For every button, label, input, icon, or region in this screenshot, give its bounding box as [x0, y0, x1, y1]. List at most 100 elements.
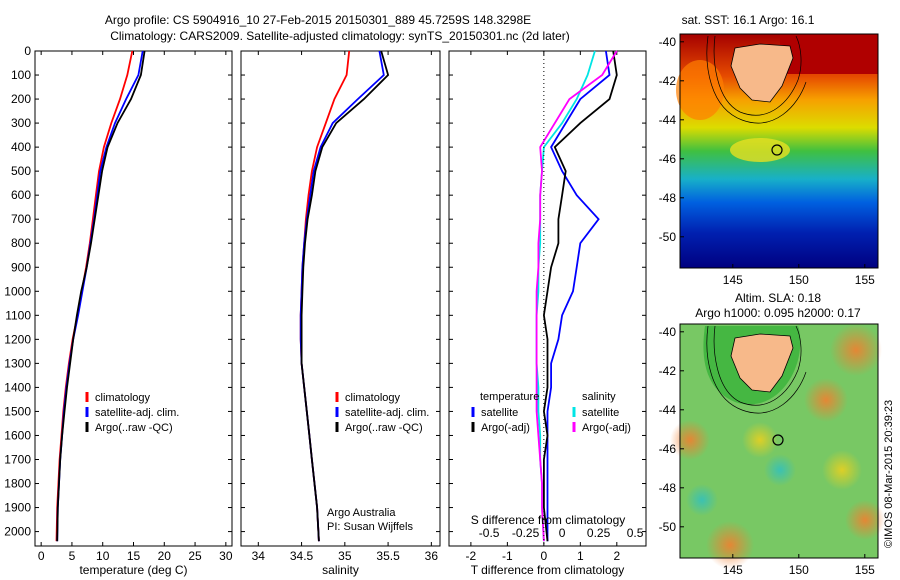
sst-map-frame [679, 33, 879, 269]
x-tick-label: 155 [855, 563, 875, 577]
y-tick-label: 1400 [4, 380, 31, 394]
y-tick-label: -50 [659, 230, 677, 244]
legend-entry: satellite-adj. clim. [345, 407, 429, 419]
sla-warm-blob [670, 420, 710, 460]
float-marker [771, 144, 783, 156]
y-tick-label: -44 [659, 403, 677, 417]
y-tick-label: 1700 [4, 452, 31, 466]
y-tick-label: 600 [11, 188, 31, 202]
y-tick-label: -50 [659, 520, 677, 534]
y-tick-label: 400 [11, 140, 31, 154]
x-tick-label: 35 [338, 549, 352, 563]
sla-map-frame [679, 323, 879, 559]
legend-entry: satellite-adj. clim. [95, 407, 179, 419]
y-tick-label: 1800 [4, 477, 31, 491]
y-tick-label: 1000 [4, 284, 31, 298]
sla-map-panel: Altim. SLA: 0.18 Argo h1000: 0.095 h2000… [659, 291, 885, 577]
y-tick-label: 0 [24, 44, 31, 58]
x-axis-label: temperature (deg C) [79, 563, 187, 577]
sla-yellow-blob [822, 450, 862, 490]
y-tick-label: 1600 [4, 428, 31, 442]
bathymetry-contour [706, 35, 807, 124]
legend-entry: Argo(-adj) [481, 422, 530, 434]
y-tick-label: 1100 [5, 308, 31, 322]
y-tick-label: 900 [11, 260, 31, 274]
legend-entry: climatology [95, 392, 151, 404]
y-tick-label: 1500 [4, 404, 31, 418]
y-tick-label: 1900 [4, 501, 31, 515]
y-tick-label: 500 [11, 164, 31, 178]
y-tick-label: 300 [11, 116, 31, 130]
sla-cyan-blob [764, 454, 796, 486]
y-tick-label: 800 [11, 236, 31, 250]
top-tick-label: -0.5 [479, 526, 500, 540]
x-tick-label: 0 [541, 549, 548, 563]
y-tick-label: 1200 [4, 332, 31, 346]
x-tick-label: -2 [466, 549, 477, 563]
legend-entry: satellite [582, 407, 619, 419]
x-tick-label: 36 [425, 549, 439, 563]
top-tick-label: 0 [559, 526, 566, 540]
series-line [542, 50, 618, 542]
sla-warm-blob [706, 521, 754, 569]
y-tick-label: -40 [659, 325, 677, 339]
legend-title: temperature [480, 391, 539, 403]
tasmania-land [730, 43, 794, 103]
x-tick-label: 145 [723, 563, 743, 577]
sla-map-title: Altim. SLA: 0.18 [735, 291, 821, 305]
header-line-1: Argo profile: CS 5904916_10 27-Feb-2015 … [105, 13, 531, 27]
sst-yellow-patch [730, 138, 790, 162]
top-tick-label: 0.5 [627, 526, 644, 540]
x-tick-label: 150 [789, 563, 809, 577]
x-tick-label: 30 [219, 549, 233, 563]
y-tick-label: -44 [659, 113, 677, 127]
x-tick-label: 0 [38, 549, 45, 563]
y-tick-label: -40 [659, 35, 677, 49]
sla-warm-blob [804, 378, 848, 422]
y-tick-label: -42 [659, 74, 677, 88]
x-tick-label: 145 [723, 273, 743, 287]
legend-entry: satellite [481, 407, 518, 419]
x-tick-label: 10 [96, 549, 110, 563]
y-tick-label: 100 [11, 68, 31, 82]
y-tick-label: -46 [659, 442, 677, 456]
sst-orange-patch [676, 60, 724, 120]
copyright-label: ©IMOS 08-Mar-2015 20:39:23 [883, 400, 895, 548]
legend-entry: Argo(..raw -QC) [95, 422, 173, 434]
x-tick-label: 155 [855, 273, 875, 287]
difference-panel: -2 -1 0 1 2T difference from climatology-0.5… [448, 50, 647, 577]
x-tick-label: 2 [613, 549, 620, 563]
y-tick-label: -48 [659, 481, 677, 495]
series-line [300, 50, 390, 542]
x-axis-label: salinity [322, 563, 359, 577]
x-tick-label: 1 [577, 549, 584, 563]
legend-title: salinity [582, 391, 616, 403]
series-line [546, 50, 611, 542]
x-tick-label: 25 [188, 549, 202, 563]
y-tick-label: 1300 [4, 356, 31, 370]
float-marker [772, 434, 784, 446]
legend-entry: Argo(..raw -QC) [345, 422, 423, 434]
x-tick-label: 35.5 [376, 549, 400, 563]
bathymetry-contour [713, 325, 802, 406]
x-tick-label: 150 [789, 273, 809, 287]
x-tick-label: 34 [252, 549, 266, 563]
sst-map-title: sat. SST: 16.1 Argo: 16.1 [682, 13, 815, 27]
sst-warm-patch [780, 34, 878, 74]
x-tick-label: 15 [127, 549, 141, 563]
x-tick-label: 20 [158, 549, 172, 563]
top-axis-label: S difference from climatology [471, 513, 626, 527]
sla-warm-blob [830, 324, 882, 376]
sla-map-subtitle: Argo h1000: 0.095 h2000: 0.17 [695, 306, 861, 320]
credit-annotation: PI: Susan Wijffels [327, 521, 413, 533]
y-tick-label: 2000 [4, 525, 31, 539]
sla-yellow-blob [742, 422, 778, 458]
sst-map-panel: sat. SST: 16.1 Argo: 16.1 145 150 155 -40 -4… [659, 13, 879, 287]
bathymetry-contour [706, 325, 807, 414]
x-tick-label: -1 [502, 549, 513, 563]
plot-frame [240, 50, 441, 547]
bathymetry-contour [713, 35, 802, 116]
legend-entry: Argo(-adj) [582, 422, 631, 434]
sla-cyan-blob [686, 484, 718, 516]
